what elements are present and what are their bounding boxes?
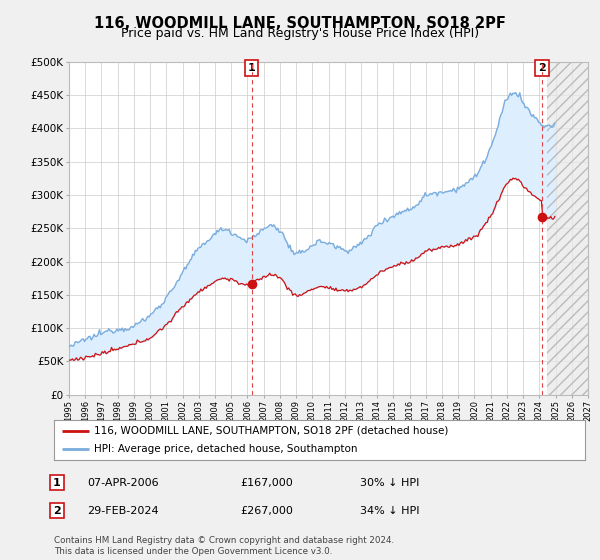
Text: 07-APR-2006: 07-APR-2006 <box>87 478 158 488</box>
Text: 30% ↓ HPI: 30% ↓ HPI <box>360 478 419 488</box>
Text: 1: 1 <box>248 63 256 73</box>
Text: 2: 2 <box>538 63 546 73</box>
Text: 29-FEB-2024: 29-FEB-2024 <box>87 506 158 516</box>
Text: HPI: Average price, detached house, Southampton: HPI: Average price, detached house, Sout… <box>94 445 358 454</box>
Text: Price paid vs. HM Land Registry's House Price Index (HPI): Price paid vs. HM Land Registry's House … <box>121 27 479 40</box>
Bar <box>547 62 588 395</box>
Text: £167,000: £167,000 <box>240 478 293 488</box>
Bar <box>547 62 588 395</box>
Text: £267,000: £267,000 <box>240 506 293 516</box>
Text: 116, WOODMILL LANE, SOUTHAMPTON, SO18 2PF: 116, WOODMILL LANE, SOUTHAMPTON, SO18 2P… <box>94 16 506 31</box>
Text: 1: 1 <box>53 478 61 488</box>
Text: 34% ↓ HPI: 34% ↓ HPI <box>360 506 419 516</box>
Text: Contains HM Land Registry data © Crown copyright and database right 2024.
This d: Contains HM Land Registry data © Crown c… <box>54 536 394 556</box>
Text: 2: 2 <box>53 506 61 516</box>
Text: 116, WOODMILL LANE, SOUTHAMPTON, SO18 2PF (detached house): 116, WOODMILL LANE, SOUTHAMPTON, SO18 2P… <box>94 426 448 436</box>
